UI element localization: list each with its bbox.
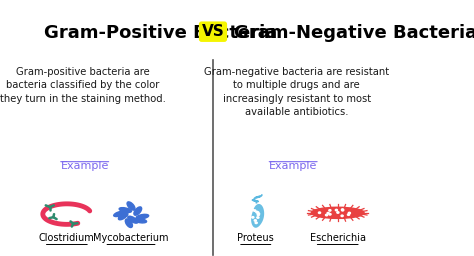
Circle shape [335, 209, 337, 211]
Ellipse shape [114, 211, 126, 217]
Text: Gram-negative bacteria are resistant
to multiple drugs and are
increasingly resi: Gram-negative bacteria are resistant to … [204, 67, 389, 117]
Ellipse shape [134, 218, 146, 223]
Ellipse shape [128, 216, 138, 223]
Ellipse shape [127, 202, 135, 210]
Circle shape [347, 214, 350, 215]
Circle shape [326, 214, 328, 216]
Circle shape [329, 210, 331, 211]
Text: Example: Example [269, 161, 318, 171]
Circle shape [337, 212, 339, 213]
Text: Mycobacterium: Mycobacterium [93, 233, 169, 243]
Text: Example: Example [61, 161, 109, 171]
Circle shape [252, 209, 254, 211]
Circle shape [256, 211, 258, 213]
Circle shape [257, 214, 259, 216]
Ellipse shape [125, 219, 132, 228]
Circle shape [254, 210, 256, 211]
Circle shape [348, 212, 350, 214]
Ellipse shape [311, 207, 364, 218]
Circle shape [329, 214, 331, 215]
Circle shape [252, 217, 254, 218]
Text: Gram-Negative Bacteria: Gram-Negative Bacteria [234, 24, 474, 42]
Circle shape [319, 212, 320, 214]
Text: Gram-positive bacteria are
bacteria classified by the color
they turn in the sta: Gram-positive bacteria are bacteria clas… [0, 67, 166, 104]
Circle shape [341, 209, 344, 210]
Ellipse shape [119, 208, 131, 212]
Text: Clostridium: Clostridium [39, 233, 95, 243]
Ellipse shape [136, 214, 149, 219]
Text: Escherichia: Escherichia [310, 233, 366, 243]
Circle shape [254, 220, 256, 221]
Text: Proteus: Proteus [237, 233, 274, 243]
Text: VS: VS [201, 24, 224, 39]
Circle shape [257, 212, 259, 213]
Circle shape [342, 209, 344, 211]
Circle shape [255, 222, 257, 223]
Ellipse shape [118, 212, 128, 220]
Circle shape [257, 213, 260, 215]
Polygon shape [251, 204, 264, 228]
Text: Gram-Positive Bacteria: Gram-Positive Bacteria [44, 24, 277, 42]
Ellipse shape [134, 207, 142, 215]
Circle shape [341, 215, 343, 217]
Circle shape [257, 217, 259, 218]
Circle shape [327, 212, 329, 214]
